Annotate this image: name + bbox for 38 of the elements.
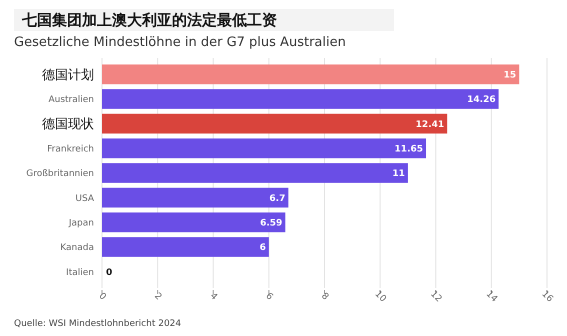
bar [102, 89, 499, 109]
bar [102, 114, 448, 134]
y-tick-label: USA [75, 194, 95, 204]
x-tick-label: 0 [96, 291, 108, 303]
chart-title: 七国集团加上澳大利亚的法定最低工资 [21, 11, 277, 29]
data-label: 6.59 [260, 218, 282, 228]
bar [102, 138, 426, 158]
bar [102, 188, 288, 208]
data-label: 11.65 [394, 144, 424, 154]
bar [102, 212, 286, 232]
y-tick-label: 德国计划 [42, 68, 94, 83]
bar [102, 163, 408, 183]
data-label: 11 [392, 169, 405, 180]
x-tick-label: 16 [539, 289, 555, 305]
y-tick-label: Italien [66, 268, 94, 278]
x-tick-label: 10 [372, 289, 388, 305]
x-tick-label: 14 [484, 289, 500, 305]
x-tick-label: 12 [428, 289, 444, 304]
x-tick-label: 4 [208, 291, 219, 303]
x-tick-label: 2 [152, 291, 164, 302]
y-tick-label: Australien [48, 95, 94, 106]
x-tick-label: 6 [263, 291, 275, 303]
data-label: 12.41 [416, 120, 444, 130]
y-tick-label: Großbritannien [26, 169, 94, 180]
data-label: 15 [504, 70, 516, 80]
bar [102, 64, 520, 84]
y-tick-label: Japan [68, 218, 94, 228]
y-tick-label: Frankreich [47, 144, 94, 154]
bar [102, 237, 269, 257]
chart-subtitle: Gesetzliche Mindestlöhne in der G7 plus Australien [14, 35, 346, 50]
data-label: 6 [260, 243, 266, 254]
data-label: 14.26 [467, 95, 496, 106]
source-note: Quelle: WSI Mindestlohnbericht 2024 [14, 319, 182, 329]
y-tick-label: 德国现状 [42, 117, 94, 132]
x-tick-label: 8 [318, 291, 330, 303]
data-label: 0 [106, 268, 112, 278]
y-tick-label: Kanada [60, 243, 94, 254]
data-label: 6.7 [269, 194, 286, 204]
